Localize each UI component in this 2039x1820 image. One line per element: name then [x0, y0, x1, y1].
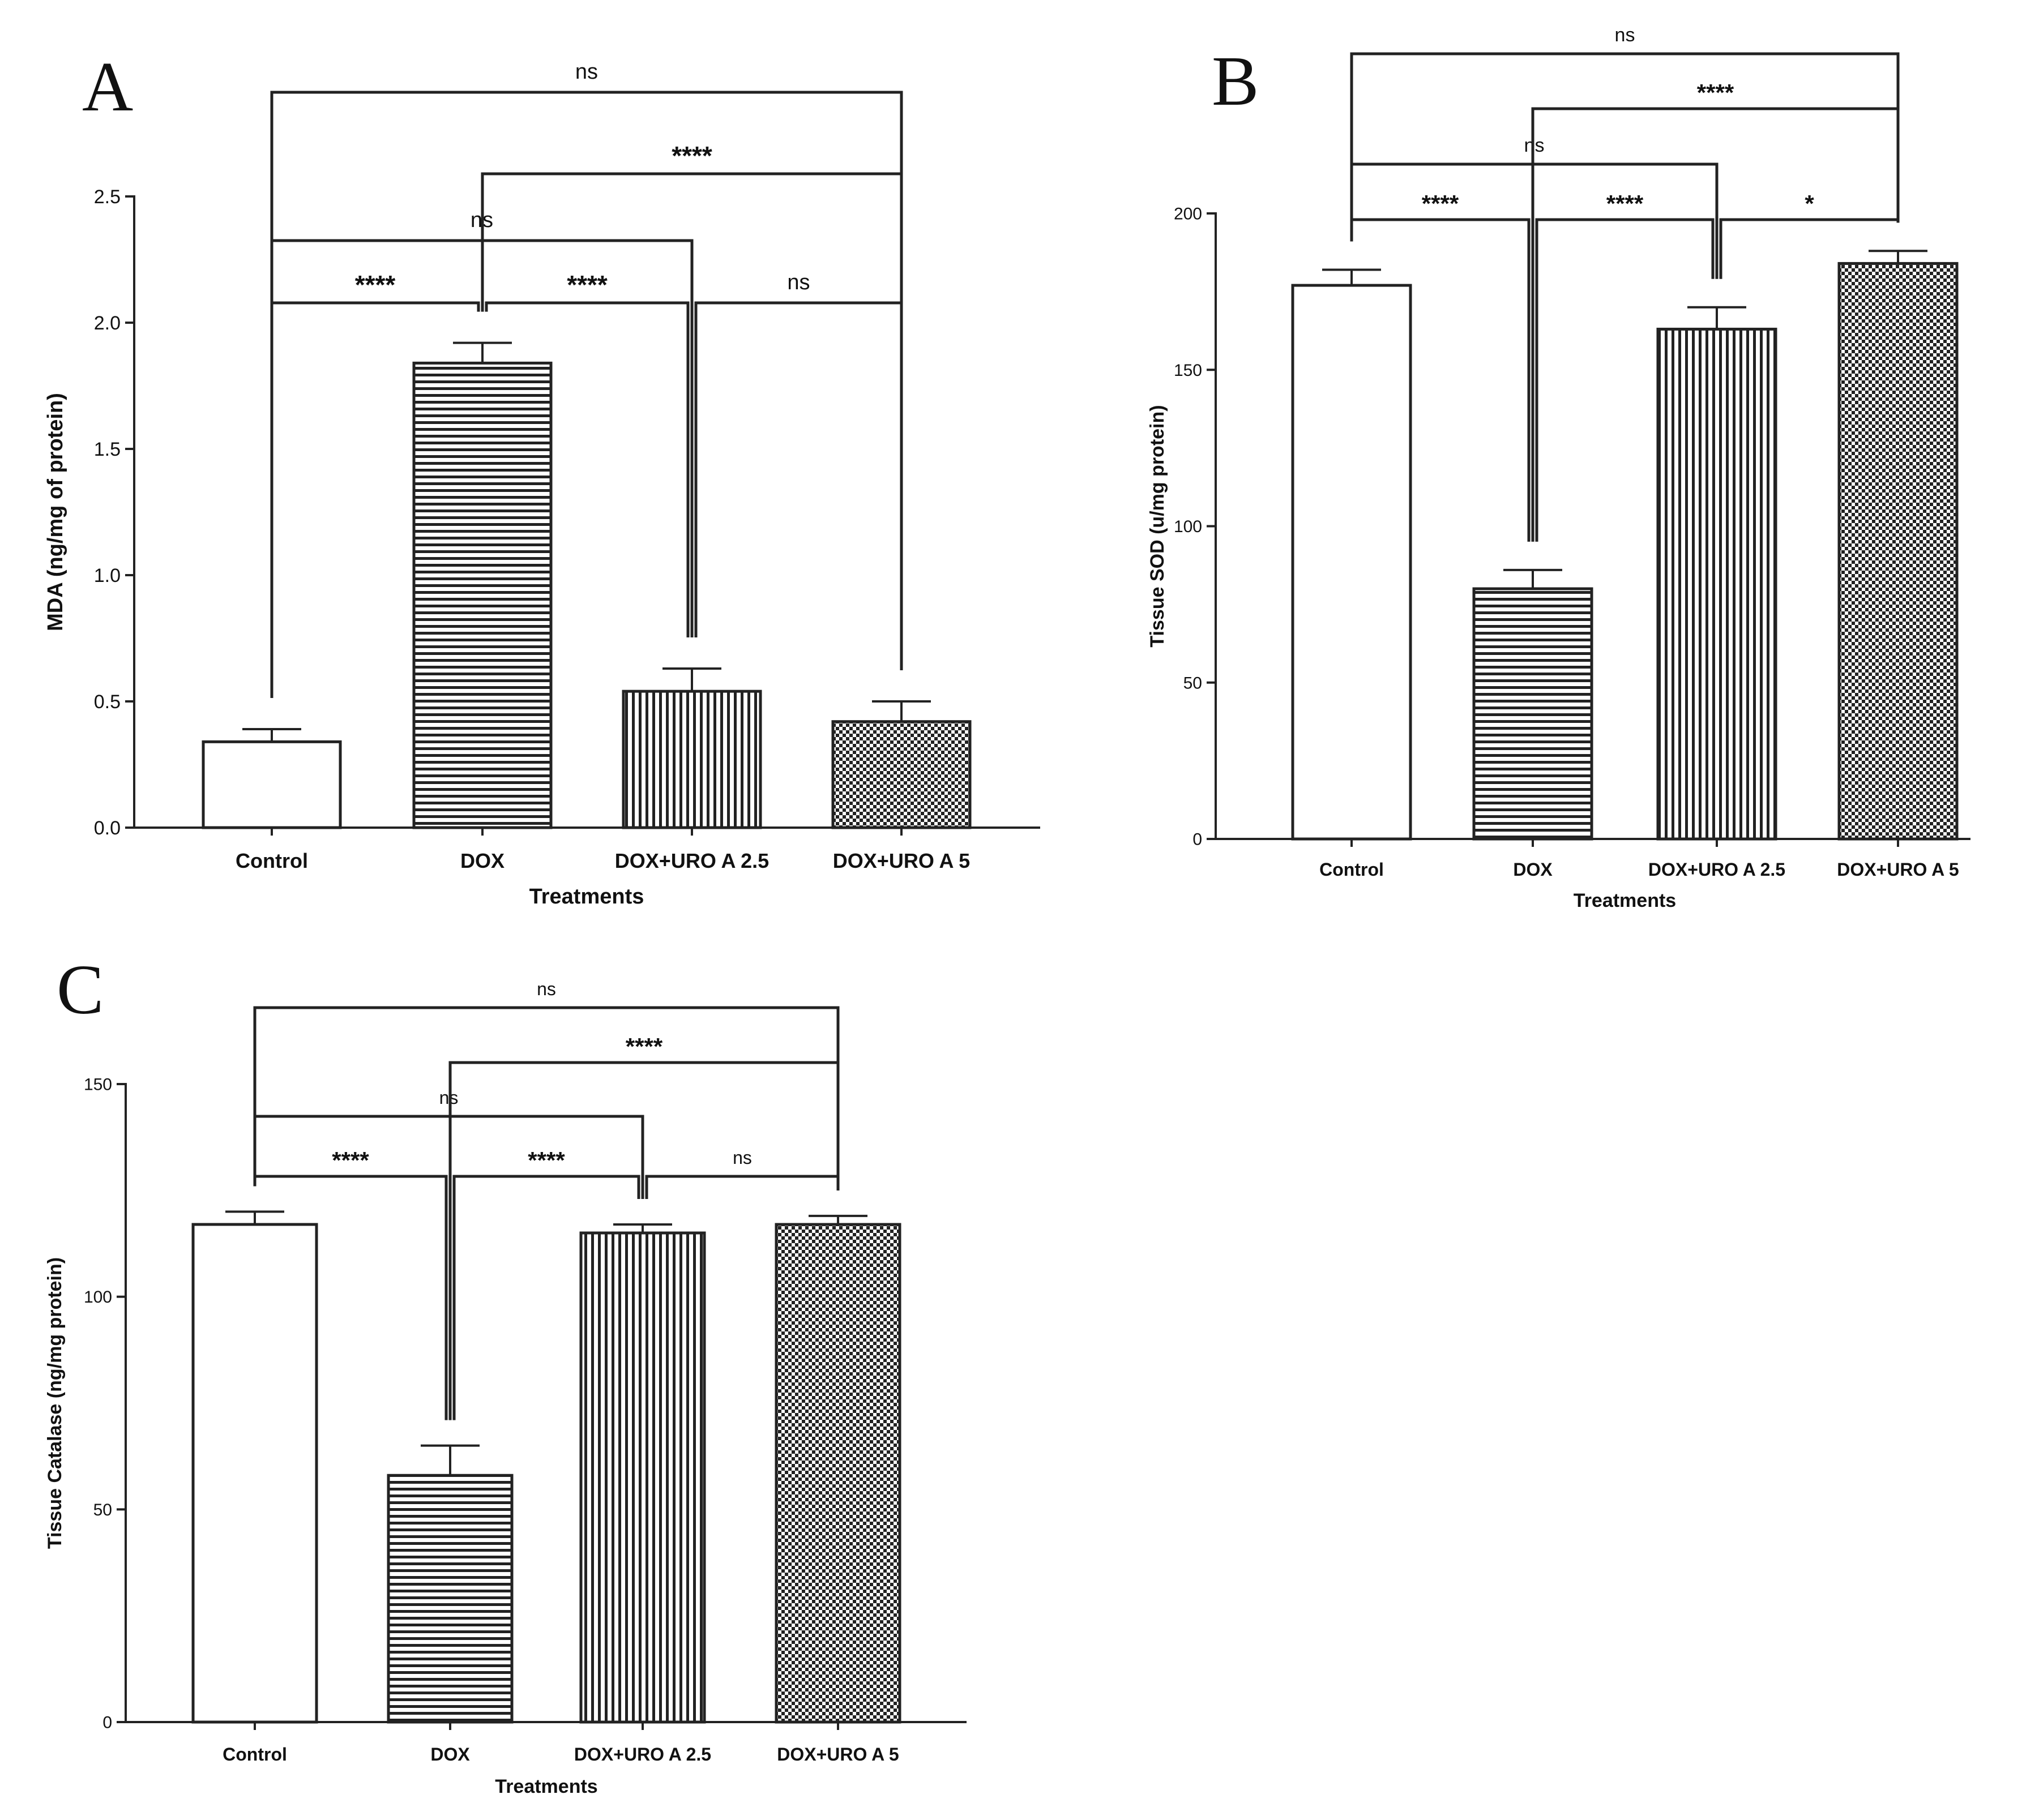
y-tick-label: 150: [1174, 361, 1202, 380]
significance-bracket: [253, 1006, 840, 1191]
x-category-label: DOX+URO A 5: [833, 849, 970, 872]
x-category-label: DOX+URO A 2.5: [615, 849, 769, 872]
y-tick-label: 100: [84, 1288, 112, 1307]
bar-dox-uro-a-5: [775, 1223, 901, 1724]
x-category-label: DOX+URO A 5: [1837, 859, 1959, 880]
panel-b-chart: B 0 50 100 150 200 Tissue SOD (u/mg protein) Co…: [1147, 24, 1970, 911]
significance-label: ****: [1606, 190, 1644, 217]
bar-dox: [387, 1474, 514, 1724]
x-axis-title: Treatments: [495, 1776, 597, 1797]
significance-label: *: [1805, 190, 1814, 217]
bar-control: [202, 740, 342, 829]
bar-dox: [1472, 587, 1593, 841]
significance-label: ns: [787, 271, 810, 294]
significance-label: ****: [567, 270, 608, 299]
x-category-label: DOX: [430, 1744, 470, 1765]
significance-label: ****: [1422, 190, 1459, 217]
y-tick-label: 100: [1174, 517, 1202, 536]
y-tick-label: 2.0: [94, 312, 121, 334]
significance-label: ns: [1615, 24, 1635, 46]
y-tick-label: 200: [1174, 205, 1202, 224]
x-category-label: Control: [223, 1744, 287, 1765]
y-tick-label: 50: [93, 1501, 112, 1519]
x-category-label: DOX: [1513, 859, 1553, 880]
x-category-label: DOX+URO A 5: [777, 1744, 899, 1765]
significance-bracket: [452, 1175, 640, 1420]
y-axis-title: MDA (ng/mg of protein): [44, 393, 67, 631]
y-tick-label: 1.0: [94, 565, 121, 586]
x-axis-title: Treatments: [529, 885, 644, 909]
significance-label: ****: [528, 1147, 565, 1174]
x-axis-title: Treatments: [1574, 890, 1676, 911]
x-category-label: Control: [1319, 859, 1384, 880]
panel-letter: C: [57, 951, 104, 1029]
y-tick-label: 50: [1183, 674, 1202, 692]
significance-label: ns: [575, 60, 598, 84]
significance-bracket: [694, 301, 903, 670]
x-category-label: DOX+URO A 2.5: [1648, 859, 1785, 880]
y-tick-label: 0.5: [94, 691, 121, 713]
bar-dox-uro-a-5: [831, 720, 972, 829]
panel-a-chart: A 0.0 0.5 1.0 1.5 2.0 2.5 MDA (ng/mg of protein…: [44, 48, 1040, 909]
y-tick-label: 2.5: [94, 186, 121, 208]
significance-bracket: [1535, 218, 1715, 542]
significance-bracket: [485, 301, 690, 638]
significance-bracket: [1350, 52, 1900, 242]
x-category-label: DOX+URO A 2.5: [574, 1744, 711, 1765]
y-tick-label: 0: [1192, 830, 1202, 849]
y-tick-label: 1.5: [94, 439, 121, 460]
bar-control: [1291, 284, 1412, 841]
panel-letter: B: [1212, 42, 1259, 121]
y-axis-title: Tissue Catalase (ng/mg protein): [44, 1257, 66, 1549]
x-category-label: DOX: [460, 849, 505, 872]
y-tick-label: 0: [102, 1714, 112, 1732]
significance-label: ns: [537, 979, 556, 999]
y-tick-label: 150: [84, 1076, 112, 1094]
bar-dox-uro-a-5: [1837, 262, 1959, 841]
significance-label: ****: [332, 1147, 369, 1174]
bar-dox-uro-a-2-5: [1656, 327, 1777, 841]
significance-label: ns: [733, 1147, 752, 1168]
bar-dox-uro-a-2-5: [579, 1231, 706, 1724]
bar-dox: [412, 361, 553, 829]
significance-label: ****: [1697, 79, 1734, 106]
significance-bracket: [270, 91, 903, 699]
significance-label: ****: [355, 270, 396, 299]
panel-c-chart: C 0 50 100 150 Tissue Catalase (ng/mg protein…: [44, 951, 967, 1797]
bar-dox-uro-a-2-5: [622, 690, 762, 829]
significance-label: ****: [672, 141, 712, 170]
bar-control: [191, 1223, 318, 1724]
significance-bracket: [645, 1175, 840, 1199]
panel-letter: A: [82, 48, 133, 126]
x-category-label: Control: [236, 849, 308, 872]
significance-label: ****: [626, 1033, 663, 1060]
y-tick-label: 0.0: [94, 817, 121, 839]
y-axis-title: Tissue SOD (u/mg protein): [1147, 405, 1168, 647]
